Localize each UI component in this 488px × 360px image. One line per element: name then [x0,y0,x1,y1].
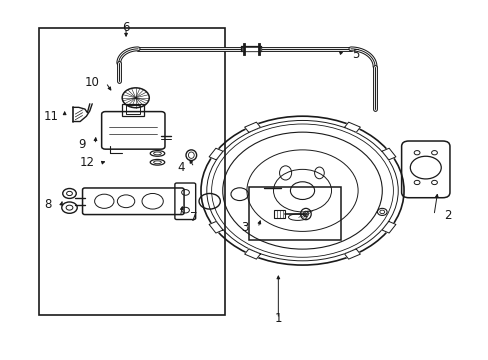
Text: 2: 2 [443,209,450,222]
Text: 5: 5 [351,48,359,61]
Polygon shape [344,122,360,132]
Text: 9: 9 [78,138,85,151]
Text: 7: 7 [190,211,197,224]
Polygon shape [344,249,360,259]
Bar [249,187,341,240]
Bar [126,105,140,114]
Polygon shape [381,221,395,233]
Bar [122,104,144,116]
Polygon shape [381,148,395,160]
Bar [274,210,285,218]
Bar [39,28,224,315]
Polygon shape [244,249,260,259]
Text: 1: 1 [274,312,282,325]
Text: 6: 6 [122,21,129,34]
Text: 11: 11 [43,110,59,123]
Text: 4: 4 [177,161,184,174]
Polygon shape [209,148,223,160]
Text: 3: 3 [240,221,248,234]
Text: 12: 12 [80,157,95,170]
Text: 10: 10 [84,76,100,89]
Polygon shape [244,122,260,132]
Text: 8: 8 [44,198,51,211]
Polygon shape [209,221,223,233]
